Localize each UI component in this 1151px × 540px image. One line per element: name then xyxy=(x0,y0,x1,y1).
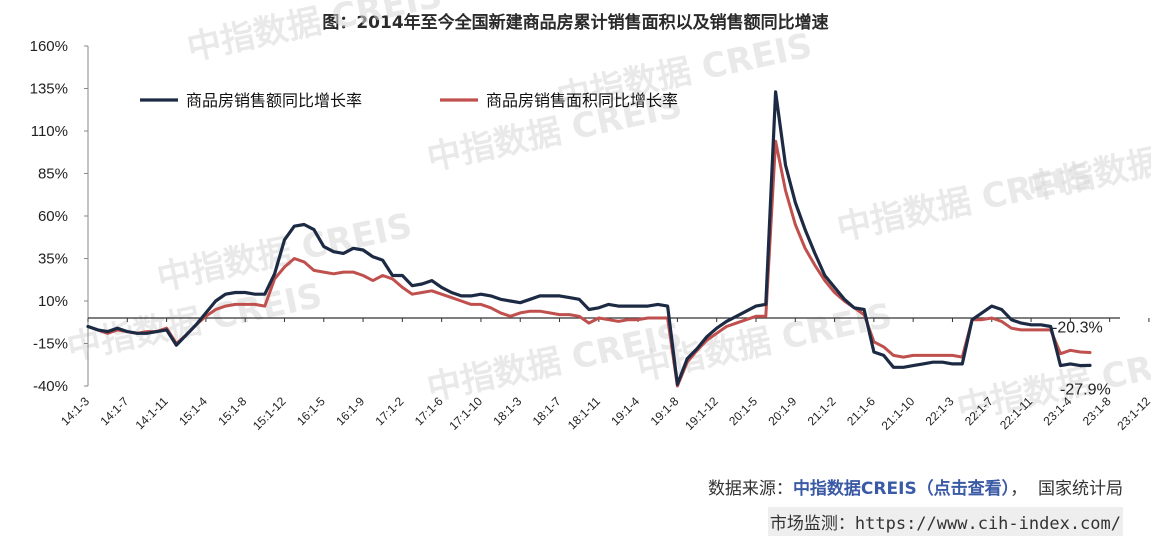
y-tick-label: 85% xyxy=(38,166,68,183)
x-tick-label: 20:1-9 xyxy=(765,394,799,428)
series-line-sales-area xyxy=(86,139,1092,388)
end-value-label: -20.3% xyxy=(1052,320,1103,337)
chart-title: 图：2014年至今全国新建商品房累计销售面积以及销售额同比增速 xyxy=(322,13,829,33)
x-tick-label: 15:1-4 xyxy=(176,394,210,428)
x-tick-label: 18:1-11 xyxy=(565,394,603,432)
x-tick-label: 22:1-3 xyxy=(923,394,957,428)
x-tick-label: 16:1-9 xyxy=(333,394,367,428)
legend-label: 商品房销售额同比增长率 xyxy=(186,91,362,110)
legend-label: 商品房销售面积同比增长率 xyxy=(486,91,678,110)
x-tick-label: 15:1-8 xyxy=(215,394,249,428)
series-layer xyxy=(86,90,1092,388)
x-tick-label: 19:1-12 xyxy=(682,394,721,433)
source-link[interactable]: 中指数据CREIS（点击查看） xyxy=(792,479,1011,499)
y-tick-label: 10% xyxy=(38,293,68,310)
watermark-text: 中指数据 CREIS xyxy=(1024,116,1151,209)
y-tick-label: 160% xyxy=(30,38,68,55)
x-tick-label: 20:1-5 xyxy=(726,394,760,428)
watermark-text: 中指数据 CREIS xyxy=(184,0,446,69)
data-source: 数据来源：中指数据CREIS（点击查看）， 国家统计局 xyxy=(708,474,1123,499)
annotations: -20.3% -27.9% xyxy=(1052,320,1111,399)
y-tick-label: 135% xyxy=(30,81,68,98)
x-tick-label: 14:1-7 xyxy=(97,394,131,428)
source-prefix: 数据来源： xyxy=(707,479,793,499)
end-value-label: -27.9% xyxy=(1060,381,1111,398)
series-line-sales-amount xyxy=(86,90,1092,386)
y-tick-label: 60% xyxy=(38,208,68,225)
x-tick-label: 21:1-10 xyxy=(879,394,918,433)
source-other: 国家统计局 xyxy=(1038,479,1123,499)
x-tick-label: 14:1-11 xyxy=(133,394,171,432)
x-tick-label: 23:1-12 xyxy=(1114,394,1151,433)
y-tick-label: 110% xyxy=(31,123,68,140)
x-tick-label: 19:1-8 xyxy=(648,394,682,428)
y-tick-label: -15% xyxy=(33,336,68,353)
x-tick-label: 14:1-3 xyxy=(58,394,92,428)
x-tick-label: 18:1-7 xyxy=(530,394,564,428)
market-monitor-link[interactable]: 市场监测：https://www.cih-index.com/ xyxy=(767,507,1123,536)
source-separator: ， xyxy=(1010,479,1028,499)
x-tick-label: 17:1-2 xyxy=(373,394,407,428)
x-tick-label: 16:1-5 xyxy=(294,394,328,428)
x-tick-label: 19:1-4 xyxy=(608,394,642,428)
y-tick-label: 35% xyxy=(38,251,68,268)
x-tick-label: 15:1-12 xyxy=(250,394,289,433)
x-tick-label: 18:1-3 xyxy=(490,394,524,428)
x-tick-label: 21:1-2 xyxy=(805,394,839,428)
legend: 商品房销售额同比增长率 商品房销售面积同比增长率 xyxy=(140,91,678,110)
x-tick-label: 21:1-6 xyxy=(844,394,878,428)
y-tick-label: -40% xyxy=(33,378,68,395)
